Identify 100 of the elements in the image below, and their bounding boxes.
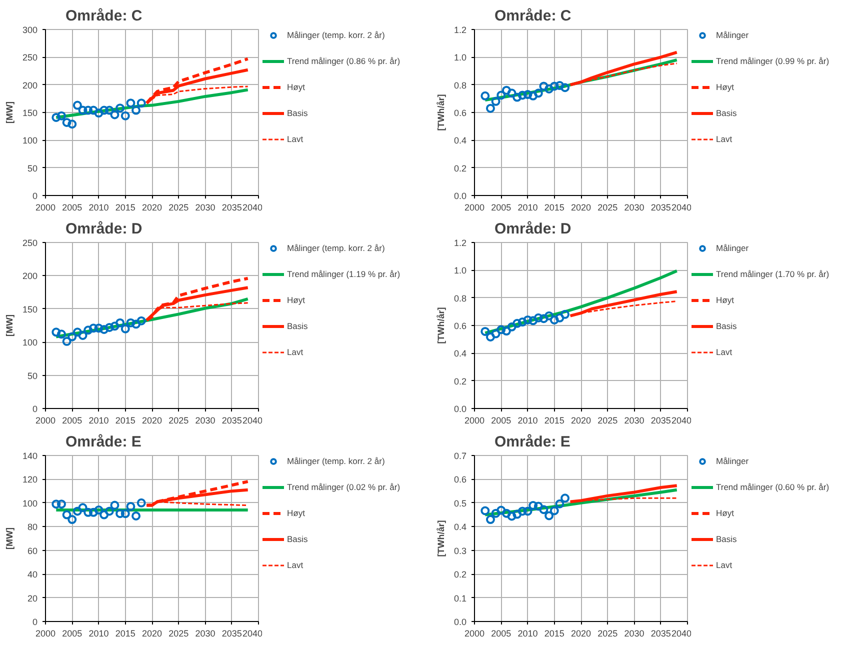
y-tick-label: 0 — [32, 404, 38, 414]
legend-label: Trend målinger (0.02 % pr. år) — [287, 481, 400, 493]
y-tick-label: 0.3 — [454, 546, 467, 556]
x-tick-label: 2010 — [88, 628, 109, 638]
legend-label: Målinger (temp. korr. 2 år) — [287, 242, 385, 254]
x-tick-label: 2025 — [598, 628, 618, 638]
y-axis-title: [TWh/år] — [436, 94, 446, 131]
y-tick-label: 1.2 — [454, 238, 467, 248]
x-tick-label: 2025 — [598, 202, 618, 212]
x-tick-label: 2030 — [195, 416, 216, 426]
y-tick-label: 100 — [22, 136, 38, 146]
x-tick-label: 2010 — [518, 202, 538, 212]
x-tick-label: 2015 — [544, 416, 564, 426]
legend-label: Basis — [287, 107, 308, 119]
x-tick-label: 2020 — [570, 416, 592, 426]
legend-label: Basis — [716, 320, 737, 332]
y-tick-label: 0.0 — [454, 404, 467, 414]
legend-label: Trend målinger (1.70 % pr. år) — [716, 268, 830, 280]
legend-label: Målinger — [716, 29, 749, 41]
legend-label: Høyt — [287, 507, 306, 519]
x-tick-label: 2035 — [650, 416, 671, 426]
y-axis-title: [TWh/år] — [436, 520, 446, 557]
x-tick-label: 2010 — [518, 628, 538, 638]
x-tick-label: 2020 — [570, 202, 592, 212]
y-tick-label: 300 — [22, 25, 38, 35]
x-tick-label: 2030 — [624, 628, 644, 638]
legend-label: Basis — [287, 533, 308, 545]
y-tick-label: 0.5 — [454, 498, 467, 508]
y-tick-label: 1.0 — [454, 266, 467, 276]
legend-label: Målinger — [716, 242, 749, 254]
chart-title: Område: E — [66, 434, 142, 450]
x-tick-label: 2015 — [115, 416, 136, 426]
y-tick-label: 0.2 — [454, 570, 467, 580]
y-tick-label: 100 — [22, 498, 38, 508]
x-tick-label: 2035 — [222, 202, 242, 212]
y-tick-label: 1.0 — [454, 52, 467, 63]
legend-label: Høyt — [716, 507, 735, 519]
y-tick-label: 40 — [27, 570, 38, 580]
legend-label: Høyt — [716, 81, 735, 93]
legend-label: Høyt — [287, 81, 306, 93]
x-tick-label: 2030 — [195, 202, 216, 212]
y-tick-label: 200 — [22, 271, 38, 282]
x-tick-label: 2025 — [168, 628, 189, 638]
x-tick-label: 2005 — [491, 202, 512, 212]
x-tick-label: 2020 — [142, 202, 162, 212]
y-tick-label: 50 — [27, 163, 38, 174]
y-tick-label: 80 — [27, 522, 38, 532]
x-tick-label: 2000 — [35, 202, 56, 212]
x-tick-label: 2035 — [650, 628, 671, 638]
legend-label: Trend målinger (0.99 % pr. år) — [716, 55, 830, 67]
legend-label: Målinger — [716, 455, 749, 467]
x-tick-label: 2040 — [242, 202, 263, 212]
legend-label: Høyt — [287, 294, 306, 306]
legend-label: Lavt — [716, 559, 734, 571]
chart-title: Område: D — [494, 220, 572, 238]
x-tick-label: 2020 — [142, 416, 162, 426]
x-tick-label: 2010 — [518, 416, 538, 426]
y-axis-title: [MW] — [4, 101, 14, 124]
y-tick-label: 0.1 — [454, 593, 467, 604]
x-tick-label: 2030 — [624, 416, 644, 426]
legend-label: Trend målinger (0.86 % pr. år) — [287, 55, 400, 67]
y-tick-label: 0.6 — [454, 474, 467, 485]
y-tick-label: 0.0 — [454, 191, 467, 201]
legend-label: Lavt — [287, 559, 304, 571]
chart-title: Område: C — [494, 8, 572, 24]
x-tick-label: 2015 — [544, 202, 564, 212]
x-tick-label: 2040 — [242, 416, 263, 426]
x-tick-label: 2005 — [62, 202, 82, 212]
y-tick-label: 0.2 — [454, 376, 467, 386]
legend-label: Målinger (temp. korr. 2 år) — [287, 29, 385, 41]
y-tick-label: 140 — [22, 451, 38, 461]
y-tick-label: 0.4 — [454, 136, 467, 146]
x-tick-label: 2000 — [464, 628, 485, 638]
legend-label: Trend målinger (0.60 % pr. år) — [716, 481, 830, 493]
x-tick-label: 2015 — [115, 202, 136, 212]
legend-label: Trend målinger (1.19 % pr. år) — [287, 268, 400, 280]
y-tick-label: 150 — [22, 108, 38, 118]
x-tick-label: 2025 — [168, 202, 189, 212]
x-tick-label: 2005 — [62, 628, 82, 638]
legend-label: Høyt — [716, 294, 735, 306]
x-tick-label: 2035 — [650, 202, 671, 212]
y-tick-label: 0 — [32, 191, 38, 201]
y-tick-label: 250 — [22, 238, 38, 248]
y-axis-title: [MW] — [4, 314, 14, 336]
x-tick-label: 2010 — [88, 202, 109, 212]
y-tick-label: 20 — [27, 593, 38, 604]
x-tick-label: 2000 — [464, 416, 485, 426]
legend-label: Lavt — [716, 133, 734, 145]
x-tick-label: 2020 — [570, 628, 592, 638]
y-tick-label: 0.6 — [454, 321, 467, 331]
legend-label: Lavt — [716, 346, 734, 358]
x-tick-label: 2035 — [222, 416, 242, 426]
y-tick-label: 120 — [22, 474, 38, 485]
x-tick-label: 2015 — [544, 628, 564, 638]
x-tick-label: 2005 — [491, 416, 512, 426]
x-tick-label: 2030 — [195, 628, 216, 638]
x-tick-label: 2035 — [222, 628, 242, 638]
chart-title: Område: E — [494, 434, 570, 450]
x-tick-label: 2030 — [624, 202, 644, 212]
x-tick-label: 2005 — [62, 416, 82, 426]
